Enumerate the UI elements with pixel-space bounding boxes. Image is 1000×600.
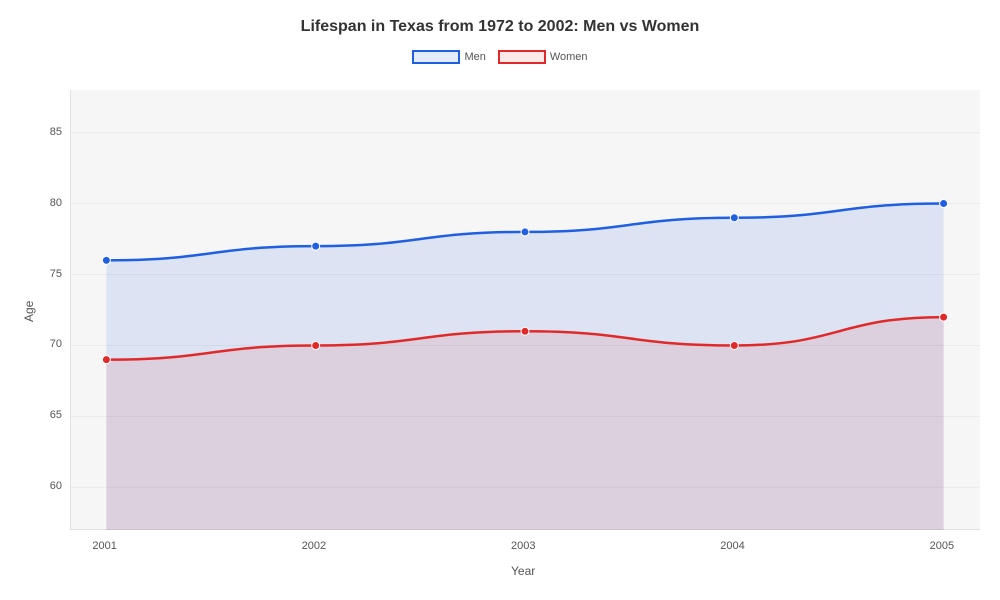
legend-swatch-women (498, 50, 546, 64)
chart-title: Lifespan in Texas from 1972 to 2002: Men… (0, 18, 1000, 36)
x-tick-label: 2002 (302, 540, 326, 552)
plot-area (70, 90, 980, 530)
marker-men (940, 200, 948, 208)
marker-men (521, 228, 529, 236)
legend-item-men[interactable]: Men (412, 50, 485, 64)
y-tick-label: 85 (50, 126, 62, 138)
legend-swatch-men (412, 50, 460, 64)
marker-women (521, 327, 529, 335)
marker-women (312, 341, 320, 349)
x-tick-label: 2003 (511, 540, 535, 552)
x-tick-label: 2001 (92, 540, 116, 552)
y-tick-label: 70 (50, 338, 62, 350)
marker-women (940, 313, 948, 321)
marker-women (730, 341, 738, 349)
y-tick-label: 60 (50, 480, 62, 492)
marker-men (312, 242, 320, 250)
legend-item-women[interactable]: Women (498, 50, 588, 64)
legend-label-men: Men (464, 51, 485, 63)
x-axis-title: Year (511, 564, 535, 578)
y-tick-label: 65 (50, 409, 62, 421)
legend: Men Women (0, 50, 1000, 64)
x-tick-label: 2004 (720, 540, 744, 552)
chart-container: Lifespan in Texas from 1972 to 2002: Men… (0, 0, 1000, 600)
legend-label-women: Women (550, 51, 588, 63)
marker-women (102, 356, 110, 364)
marker-men (102, 256, 110, 264)
y-tick-label: 80 (50, 197, 62, 209)
y-axis-title: Age (22, 301, 36, 322)
y-tick-label: 75 (50, 268, 62, 280)
marker-men (730, 214, 738, 222)
x-tick-label: 2005 (930, 540, 954, 552)
